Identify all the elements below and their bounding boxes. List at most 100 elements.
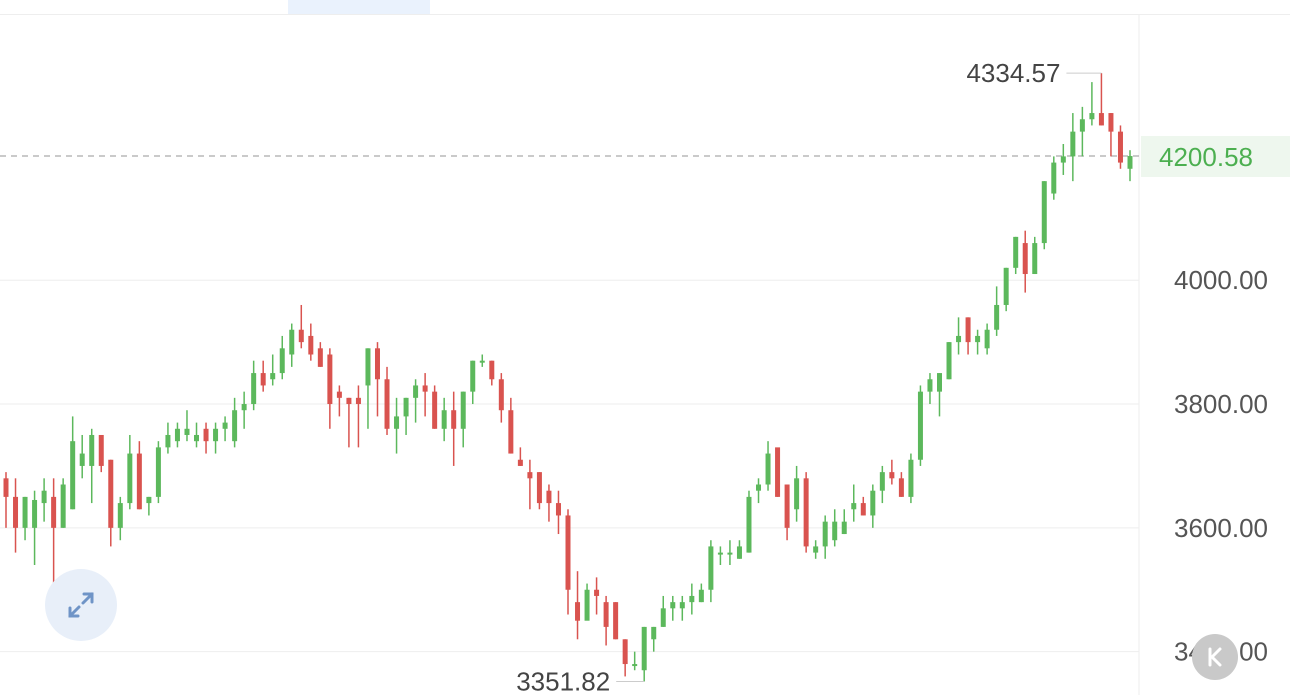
candle-body — [727, 552, 733, 555]
candle-body — [489, 360, 495, 380]
candle-body — [279, 348, 285, 374]
candle-body — [98, 434, 104, 466]
candle-body — [32, 499, 38, 528]
candle-body — [374, 348, 380, 380]
kline-toggle-button[interactable] — [1192, 634, 1238, 680]
candle — [708, 540, 714, 603]
candle — [879, 465, 885, 504]
candle — [498, 373, 504, 423]
candle — [60, 478, 66, 528]
candle — [317, 342, 323, 367]
candle-body — [870, 490, 876, 516]
candle — [736, 540, 742, 559]
candle — [651, 626, 657, 652]
candle-body — [441, 410, 447, 429]
candle — [308, 323, 314, 361]
candle — [775, 447, 781, 497]
candle-body — [1051, 162, 1057, 194]
candle — [98, 434, 104, 473]
candle-body — [698, 589, 704, 603]
candle-body — [289, 329, 295, 355]
candle — [146, 496, 152, 516]
candle — [517, 447, 523, 466]
candle — [22, 496, 28, 541]
candle — [346, 397, 352, 448]
candle — [689, 583, 695, 615]
candle — [108, 459, 114, 547]
candle — [727, 540, 733, 565]
candle-body — [670, 602, 676, 609]
candle-body — [336, 391, 342, 398]
candle-body — [717, 552, 723, 555]
candle — [832, 509, 838, 547]
candle-body — [660, 608, 666, 627]
candle — [1089, 82, 1095, 126]
candle-body — [1041, 181, 1047, 244]
candle — [3, 472, 9, 528]
expand-button[interactable] — [45, 569, 117, 641]
candle — [79, 434, 85, 479]
candle-body — [241, 404, 247, 411]
candle — [794, 465, 800, 522]
candle — [946, 342, 952, 380]
candle-body — [51, 496, 57, 528]
candle — [422, 373, 428, 417]
candle — [1013, 236, 1019, 275]
candle — [374, 342, 380, 417]
candle-body — [756, 484, 762, 491]
candle-body — [651, 626, 657, 640]
candle — [232, 397, 238, 448]
candle-body — [251, 373, 257, 405]
candle-body — [1032, 243, 1038, 275]
candle — [822, 515, 828, 559]
candle-body — [155, 447, 161, 497]
candle — [555, 490, 561, 535]
candle-body — [232, 410, 238, 442]
candle — [289, 323, 295, 367]
candle — [470, 360, 476, 405]
candle-body — [422, 385, 428, 392]
candle-body — [470, 360, 476, 392]
candle-body — [879, 472, 885, 491]
candle-body — [298, 329, 304, 343]
candle-body — [432, 391, 438, 429]
candle-body — [555, 503, 561, 516]
candle — [1022, 230, 1028, 293]
candle-body — [260, 373, 266, 386]
candle — [546, 484, 552, 522]
candle — [756, 478, 762, 504]
candle — [594, 577, 600, 615]
low-label: 3351.82 — [516, 666, 610, 695]
candle-body — [1022, 243, 1028, 275]
candle-body — [117, 503, 123, 528]
candle — [413, 379, 419, 423]
candle — [765, 441, 771, 491]
candle — [451, 391, 457, 466]
candle-body — [317, 348, 323, 367]
candle — [1041, 181, 1047, 250]
candle-body — [403, 397, 409, 417]
candle-body — [70, 441, 76, 510]
candle-body — [1127, 156, 1133, 169]
candle-body — [813, 546, 819, 553]
candle — [336, 385, 342, 417]
candle-body — [927, 379, 933, 392]
candle-body — [136, 453, 142, 510]
candle — [1032, 236, 1038, 275]
candle — [194, 422, 200, 448]
candle — [898, 472, 904, 497]
candle-body — [641, 626, 647, 671]
candle — [298, 304, 304, 349]
candle — [1098, 73, 1104, 126]
candle — [1117, 125, 1123, 169]
candle — [251, 360, 257, 411]
candle — [13, 478, 19, 553]
candle-body — [508, 410, 514, 454]
candle — [355, 385, 361, 448]
candle — [174, 422, 180, 448]
candle — [565, 509, 571, 615]
candle-body — [355, 397, 361, 405]
candle-body — [384, 379, 390, 429]
candle — [51, 478, 57, 584]
candle-body — [1098, 113, 1104, 126]
